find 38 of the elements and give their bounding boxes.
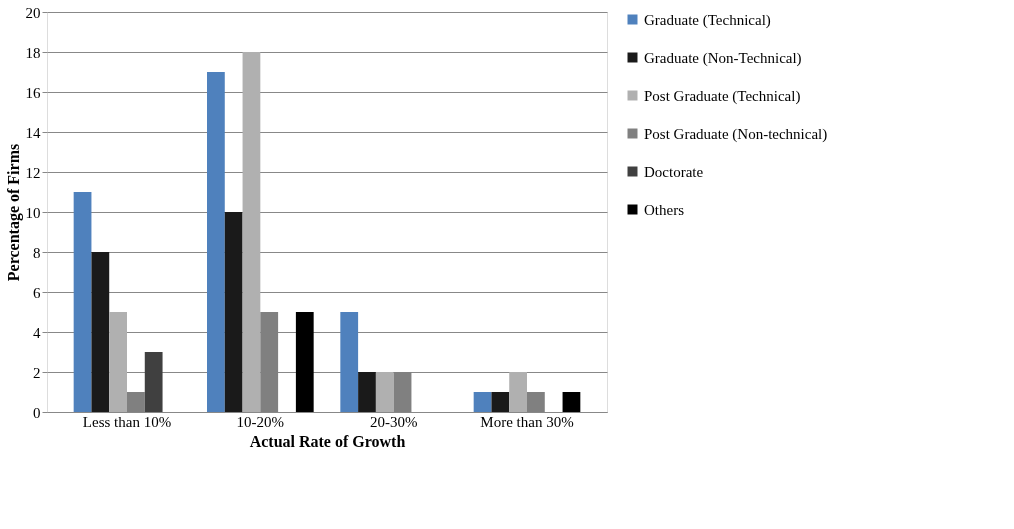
y-tick-label: 18	[25, 44, 41, 61]
y-axis-title: Percentage of Firms	[4, 143, 23, 282]
bar	[375, 372, 394, 412]
y-tick-label: 2	[33, 364, 41, 381]
legend-label: Post Graduate (Technical)	[644, 87, 801, 105]
x-tick-label: 10-20%	[236, 413, 285, 430]
y-tick-label: 6	[33, 284, 41, 301]
y-tick-label: 12	[25, 164, 41, 181]
bar	[340, 312, 359, 412]
bar	[562, 392, 581, 412]
y-tick-label: 14	[25, 124, 41, 141]
x-axis-title: Actual Rate of Growth	[249, 432, 406, 450]
bar	[144, 352, 163, 412]
bar	[207, 72, 225, 412]
legend-label: Graduate (Non-Technical)	[644, 49, 802, 67]
legend-label: Graduate (Technical)	[644, 11, 771, 29]
bar	[491, 392, 510, 412]
y-tick-label: 4	[33, 324, 41, 341]
x-tick-label: 20-30%	[369, 413, 418, 430]
y-tick-label: 8	[33, 244, 41, 261]
y-tick-label: 16	[25, 84, 41, 101]
bar	[509, 372, 527, 412]
y-tick-label: 0	[33, 404, 41, 421]
x-tick-label: Less than 10%	[82, 413, 172, 430]
legend-label: Others	[644, 201, 685, 218]
legend-label: Post Graduate (Non-technical)	[644, 125, 828, 143]
x-tick-label: More than 30%	[480, 413, 574, 430]
bar	[242, 52, 261, 412]
bar	[224, 212, 243, 412]
y-tick-label: 20	[25, 4, 41, 21]
bar	[473, 392, 492, 412]
bar	[358, 372, 376, 412]
bar	[91, 252, 110, 412]
bar	[109, 312, 127, 412]
y-tick-label: 10	[25, 204, 41, 221]
bar	[73, 192, 92, 412]
legend-label: Doctorate	[644, 163, 704, 180]
bar	[295, 312, 314, 412]
